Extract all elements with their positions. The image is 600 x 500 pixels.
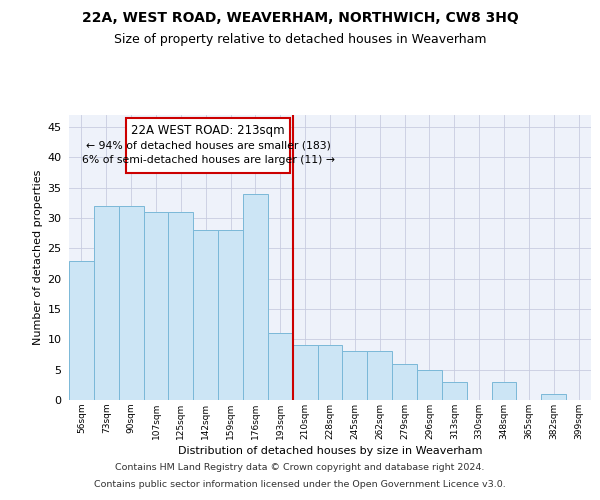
- Bar: [218, 230, 243, 400]
- Text: ← 94% of detached houses are smaller (183): ← 94% of detached houses are smaller (18…: [86, 140, 331, 150]
- Bar: [193, 230, 218, 400]
- Y-axis label: Number of detached properties: Number of detached properties: [33, 170, 43, 345]
- Bar: [367, 352, 392, 400]
- Text: Size of property relative to detached houses in Weaverham: Size of property relative to detached ho…: [114, 32, 486, 46]
- Bar: [69, 260, 94, 400]
- Bar: [417, 370, 442, 400]
- Bar: [119, 206, 143, 400]
- Bar: [243, 194, 268, 400]
- Bar: [442, 382, 467, 400]
- Bar: [491, 382, 517, 400]
- Text: 6% of semi-detached houses are larger (11) →: 6% of semi-detached houses are larger (1…: [82, 156, 335, 166]
- FancyBboxPatch shape: [126, 118, 290, 172]
- Bar: [143, 212, 169, 400]
- Bar: [317, 346, 343, 400]
- Text: 22A, WEST ROAD, WEAVERHAM, NORTHWICH, CW8 3HQ: 22A, WEST ROAD, WEAVERHAM, NORTHWICH, CW…: [82, 11, 518, 25]
- Bar: [293, 346, 317, 400]
- Bar: [268, 334, 293, 400]
- Bar: [343, 352, 367, 400]
- Bar: [541, 394, 566, 400]
- Bar: [94, 206, 119, 400]
- Bar: [169, 212, 193, 400]
- X-axis label: Distribution of detached houses by size in Weaverham: Distribution of detached houses by size …: [178, 446, 482, 456]
- Text: Contains public sector information licensed under the Open Government Licence v3: Contains public sector information licen…: [94, 480, 506, 489]
- Bar: [392, 364, 417, 400]
- Text: Contains HM Land Registry data © Crown copyright and database right 2024.: Contains HM Land Registry data © Crown c…: [115, 464, 485, 472]
- Text: 22A WEST ROAD: 213sqm: 22A WEST ROAD: 213sqm: [131, 124, 285, 136]
